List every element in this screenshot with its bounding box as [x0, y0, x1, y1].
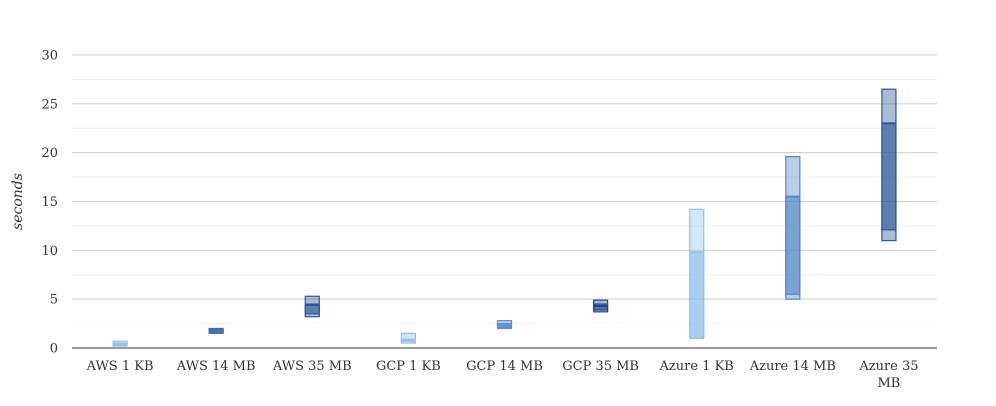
x-tick-label: Azure 1 KB — [659, 359, 734, 374]
box-iqr — [881, 122, 897, 231]
x-tick-label: GCP 35 MB — [562, 359, 639, 374]
box-azure-14-mb — [785, 155, 801, 300]
x-tick-label: AWS 1 KB — [86, 359, 154, 374]
x-axis-tick-labels: AWS 1 KB AWS 14 MB AWS 35 MB GCP 1 KB GCP 14… — [86, 359, 919, 391]
y-axis-title: seconds — [10, 173, 26, 230]
box-series — [112, 88, 897, 347]
box-azure-35-mb — [881, 88, 897, 242]
box-gcp-35-mb — [593, 299, 609, 313]
box-aws-1-kb — [112, 340, 128, 347]
box-gcp-14-mb — [496, 320, 513, 330]
x-tick-label: AWS 14 MB — [176, 359, 256, 374]
y-tick-label: 15 — [41, 195, 58, 210]
x-tick-label: AWS 35 MB — [272, 359, 352, 374]
box-iqr — [785, 196, 801, 295]
box-aws-35-mb — [304, 295, 320, 318]
y-tick-label: 10 — [41, 244, 58, 259]
x-tick-label: Azure 35 MB — [858, 359, 918, 391]
box-iqr — [689, 251, 705, 339]
gridlines — [72, 54, 937, 349]
x-tick-label: Azure 14 MB — [749, 359, 836, 374]
y-tick-label: 0 — [50, 342, 58, 357]
y-tick-label: 20 — [41, 146, 58, 161]
y-tick-label: 30 — [41, 49, 58, 64]
y-axis-tick-labels: 0 5 10 15 20 25 30 — [41, 49, 58, 357]
x-tick-label: GCP 14 MB — [466, 359, 543, 374]
y-tick-label: 25 — [41, 97, 58, 112]
box-gcp-1-kb — [400, 332, 416, 344]
y-tick-label: 5 — [50, 293, 58, 308]
box-range — [400, 332, 416, 344]
x-tick-label: GCP 1 KB — [376, 359, 441, 374]
box-aws-14-mb — [208, 327, 224, 334]
box-azure-1-kb — [689, 208, 705, 339]
